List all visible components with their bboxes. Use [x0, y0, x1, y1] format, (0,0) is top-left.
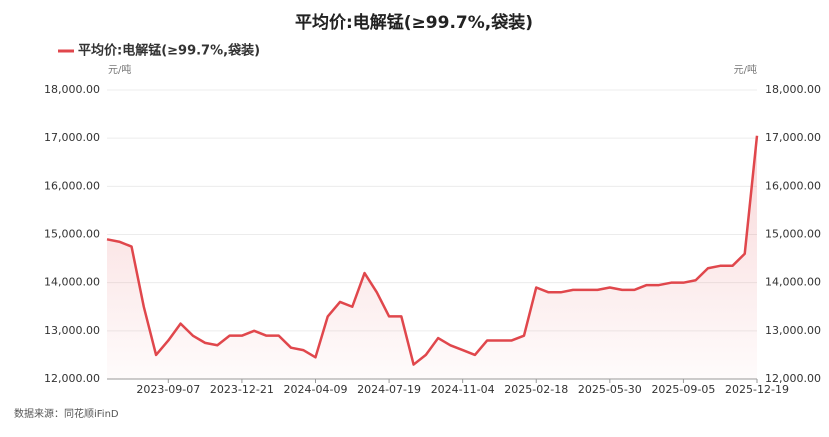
y2-tick-label: 15,000.00	[765, 228, 821, 241]
y2-tick-label: 14,000.00	[765, 276, 821, 289]
x-tick-label: 2023-12-21	[210, 383, 274, 396]
y-tick-label: 12,000.00	[44, 372, 100, 385]
y-tick-label: 15,000.00	[44, 228, 100, 241]
x-tick-label: 2025-05-30	[578, 383, 642, 396]
source-note: 数据来源：同花顺iFinD	[14, 407, 119, 420]
x-tick-label: 2023-09-07	[136, 383, 200, 396]
y2-tick-label: 16,000.00	[765, 179, 821, 192]
y2-unit: 元/吨	[734, 63, 757, 76]
x-tick-label: 2024-07-19	[357, 383, 421, 396]
y-tick-label: 16,000.00	[44, 179, 100, 192]
x-tick-label: 2025-09-05	[651, 383, 715, 396]
y-tick-label: 13,000.00	[44, 324, 100, 337]
x-tick-label: 2025-12-19	[725, 383, 789, 396]
y2-tick-label: 18,000.00	[765, 83, 821, 96]
legend-label: 平均价:电解锰(≥99.7%,袋装)	[78, 43, 260, 59]
chart-title: 平均价:电解锰(≥99.7%,袋装)	[295, 12, 533, 33]
x-tick-label: 2025-02-18	[504, 383, 568, 396]
y2-tick-label: 17,000.00	[765, 131, 821, 144]
area	[107, 135, 757, 379]
line	[106, 135, 759, 366]
y-tick-label: 17,000.00	[44, 131, 100, 144]
x-tick-label: 2024-04-09	[284, 383, 348, 396]
y-tick-label: 14,000.00	[44, 276, 100, 289]
y2-tick-label: 12,000.00	[765, 372, 821, 385]
y-tick-label: 18,000.00	[44, 83, 100, 96]
y-unit: 元/吨	[108, 63, 131, 76]
x-tick-label: 2024-11-04	[431, 383, 495, 396]
y2-tick-label: 13,000.00	[765, 324, 821, 337]
